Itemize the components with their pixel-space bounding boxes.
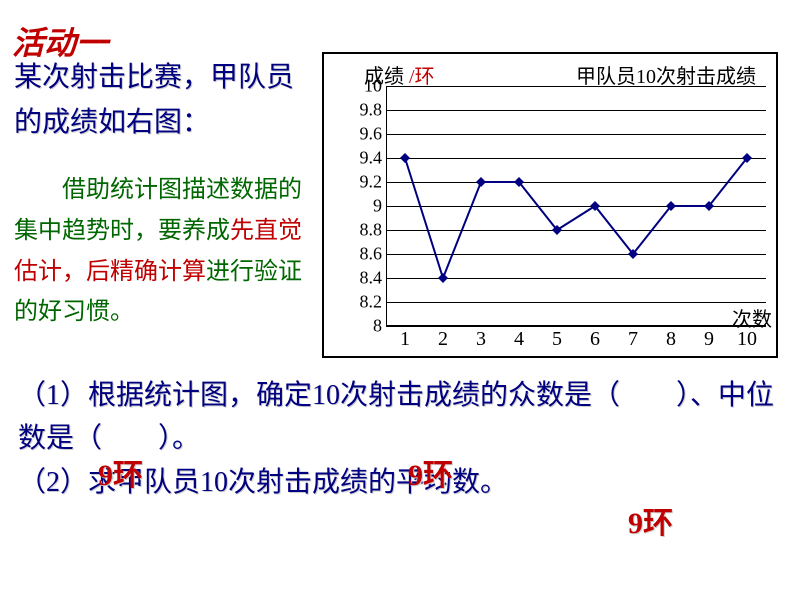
chart-main-title: 甲队员10次射击成绩 [576,60,756,89]
hint-text: 借助统计图描述数据的集中趋势时，要养成先直觉估计，后精确计算进行验证的好习惯。 [14,170,324,333]
question-1: （1）根据统计图，确定10次射击成绩的众数是（ ）、中位数是（ ）。 [18,374,778,461]
gridline [386,326,766,327]
y-tick-label: 8.6 [360,244,383,265]
y-tick-label: 9.8 [360,100,383,121]
x-tick-label: 3 [476,328,486,351]
y-tick-label: 9.6 [360,124,383,145]
y-tick-label: 9 [373,196,382,217]
y-tick-label: 8.8 [360,220,383,241]
series-line [405,158,747,278]
x-tick-label: 5 [552,328,562,351]
chart-y-title-b: /环 [409,66,435,88]
chart-plot-area: 88.28.48.68.899.29.49.69.81012345678910次… [386,86,766,326]
data-marker [400,153,410,163]
x-tick-label: 8 [666,328,676,351]
y-tick-label: 8.2 [360,292,383,313]
x-tick-label: 7 [628,328,638,351]
data-marker [476,177,486,187]
intro-text: 某次射击比赛，甲队员的成绩如右图： [14,56,314,146]
y-tick-label: 9.2 [360,172,383,193]
data-marker [438,273,448,283]
x-tick-label: 2 [438,328,448,351]
chart-container: 成绩 /环 甲队员10次射击成绩 88.28.48.68.899.29.49.6… [322,52,778,358]
answer-mean: 9环 [628,498,673,542]
y-tick-label: 9.4 [360,148,383,169]
answer-mode: 9环 [98,450,143,494]
x-tick-label: 9 [704,328,714,351]
y-tick-label: 8.4 [360,268,383,289]
x-tick-label: 6 [590,328,600,351]
y-tick-label: 8 [373,316,382,337]
x-tick-label: 1 [400,328,410,351]
chart-svg [386,86,766,326]
y-tick-label: 10 [364,76,382,97]
x-tick-label: 4 [514,328,524,351]
answer-median: 9环 [408,450,453,494]
